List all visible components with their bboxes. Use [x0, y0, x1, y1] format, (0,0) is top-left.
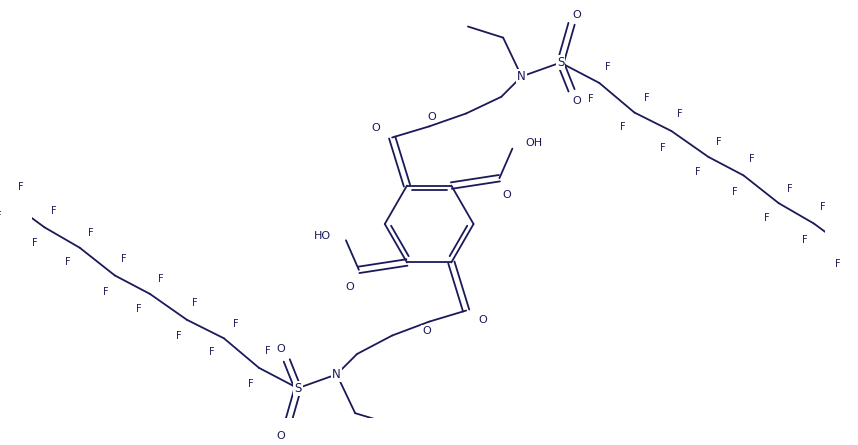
Text: F: F	[65, 257, 71, 267]
Text: F: F	[661, 142, 666, 153]
Text: F: F	[716, 137, 722, 147]
Text: F: F	[192, 298, 198, 308]
Text: S: S	[294, 382, 301, 395]
Text: F: F	[764, 213, 770, 222]
Text: F: F	[233, 319, 239, 329]
Text: O: O	[422, 326, 431, 336]
Text: F: F	[88, 228, 94, 238]
Text: F: F	[136, 304, 142, 314]
Text: F: F	[248, 379, 253, 389]
Text: F: F	[835, 259, 841, 269]
Text: O: O	[277, 344, 286, 354]
Text: F: F	[265, 347, 270, 356]
Text: F: F	[801, 235, 807, 244]
Text: F: F	[103, 287, 109, 297]
Text: F: F	[820, 202, 826, 213]
Text: N: N	[332, 368, 341, 381]
Text: F: F	[695, 167, 701, 177]
Text: F: F	[857, 230, 858, 239]
Text: O: O	[573, 97, 582, 106]
Text: F: F	[619, 121, 625, 132]
Text: F: F	[33, 239, 38, 248]
Text: O: O	[372, 123, 380, 133]
Text: F: F	[209, 348, 214, 357]
Text: F: F	[644, 93, 650, 103]
Text: N: N	[517, 70, 526, 83]
Text: O: O	[277, 431, 286, 441]
Text: O: O	[479, 315, 487, 325]
Text: F: F	[51, 206, 57, 216]
Text: F: F	[588, 94, 594, 104]
Text: F: F	[158, 274, 163, 284]
Text: O: O	[573, 9, 582, 20]
Text: F: F	[0, 211, 1, 221]
Text: F: F	[749, 154, 755, 164]
Text: OH: OH	[525, 138, 542, 148]
Text: F: F	[732, 187, 738, 197]
Text: F: F	[605, 61, 611, 72]
Text: F: F	[17, 182, 23, 191]
Text: O: O	[345, 282, 354, 291]
Text: S: S	[557, 56, 565, 69]
Text: HO: HO	[314, 231, 331, 241]
Text: F: F	[121, 254, 126, 264]
Text: F: F	[677, 109, 682, 120]
Text: O: O	[427, 112, 437, 122]
Text: O: O	[503, 190, 511, 200]
Text: F: F	[788, 184, 793, 194]
Text: F: F	[176, 332, 181, 341]
